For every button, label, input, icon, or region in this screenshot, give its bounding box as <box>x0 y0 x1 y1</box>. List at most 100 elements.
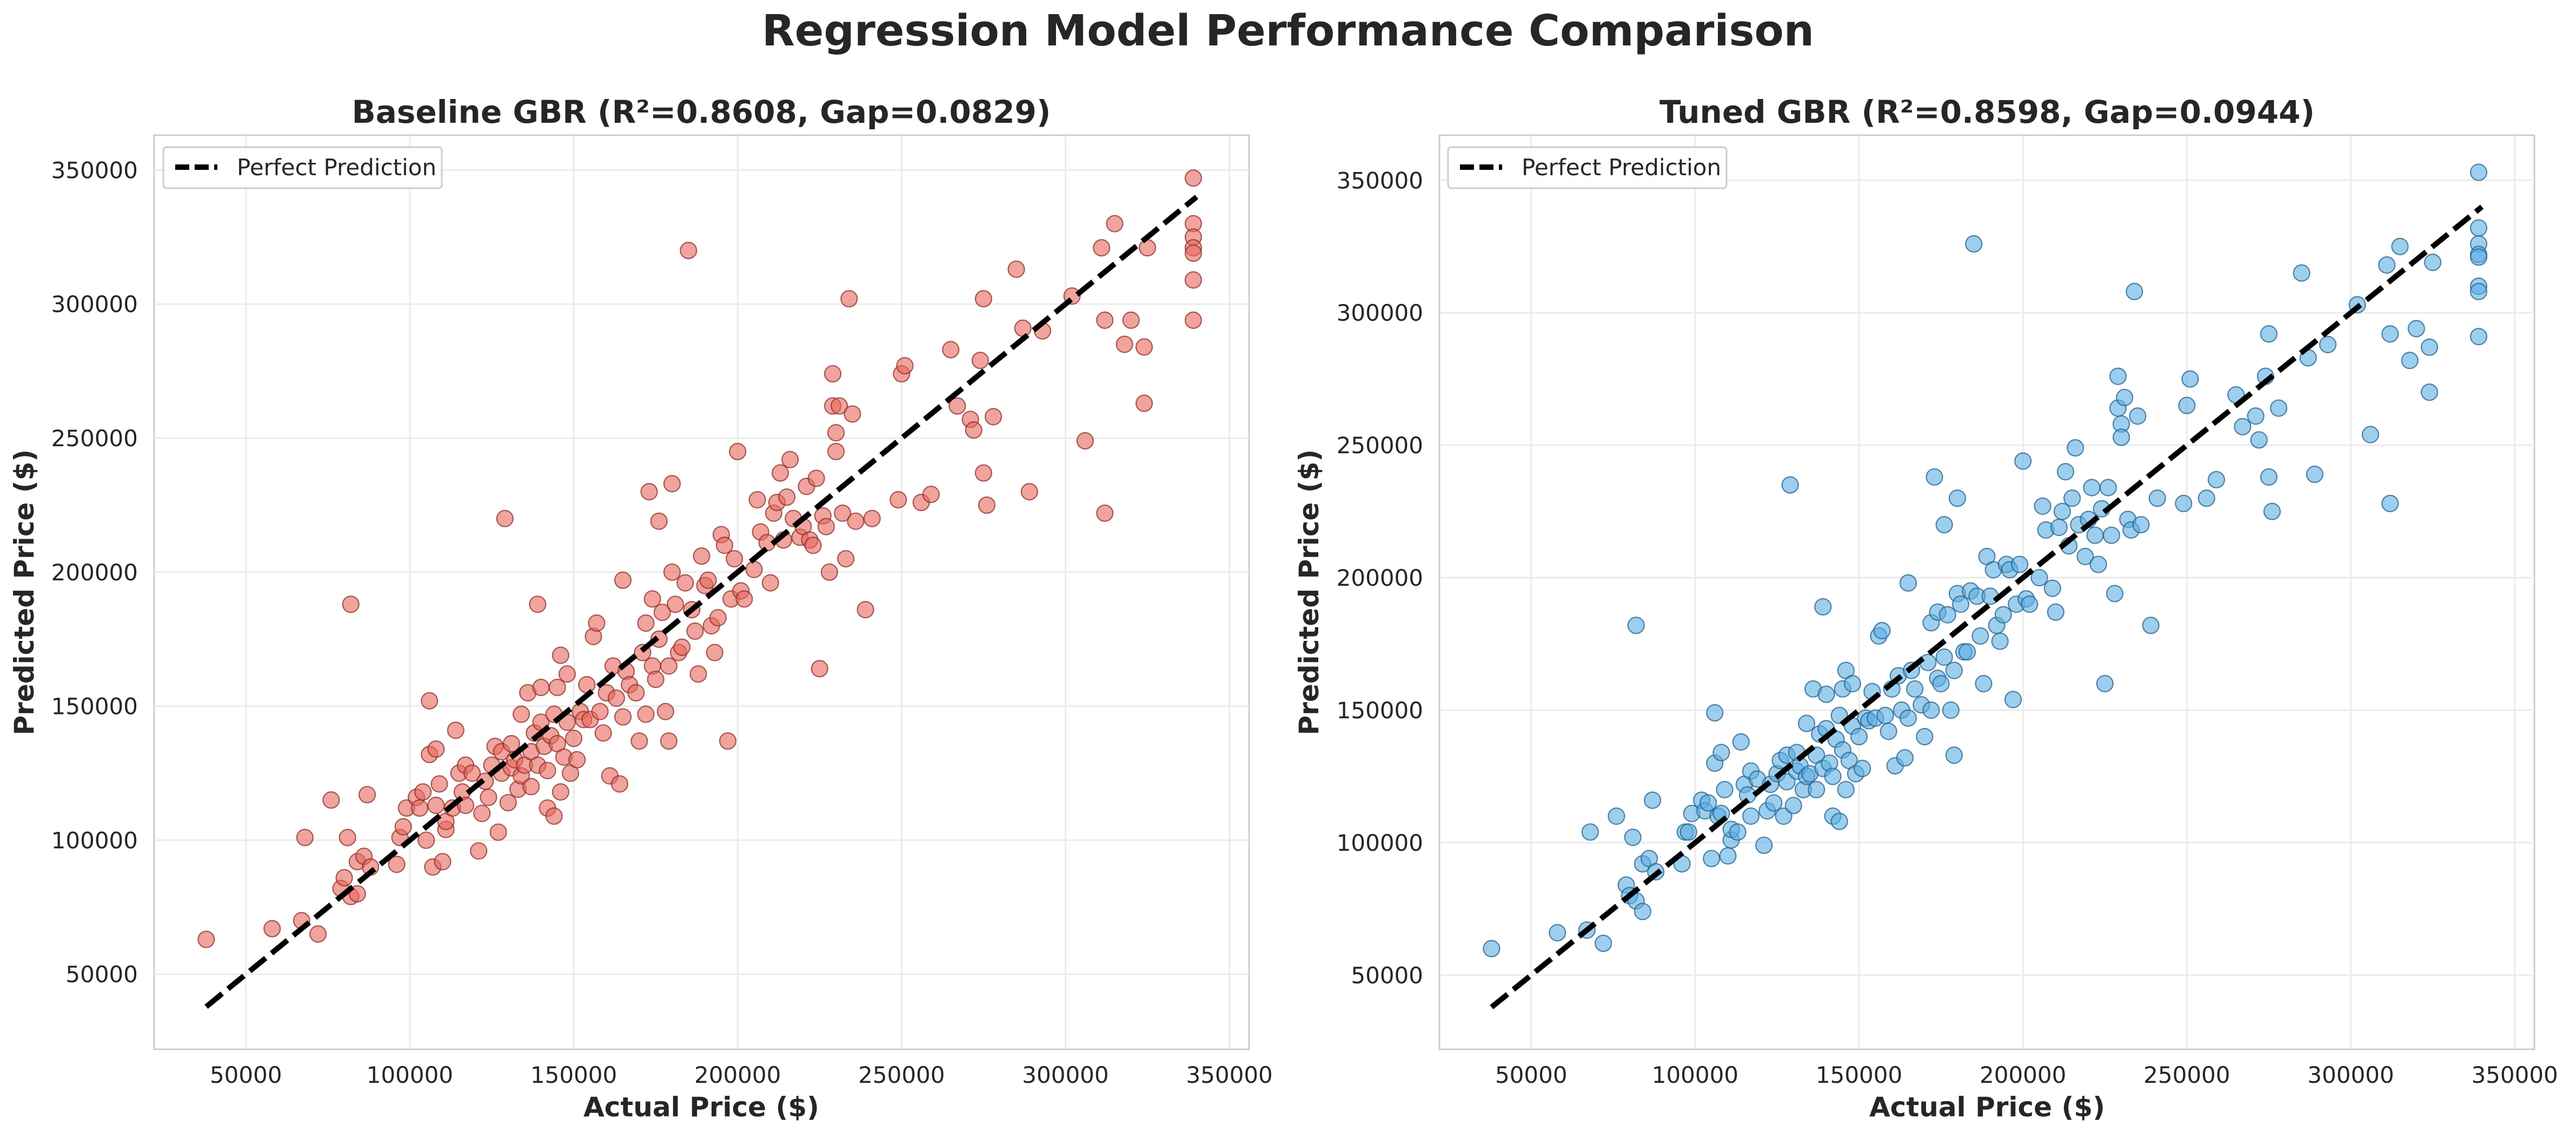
data-point <box>430 775 448 793</box>
data-point <box>1020 483 1038 501</box>
data-point <box>2391 237 2409 255</box>
panel-title: Baseline GBR (R²=0.8608, Gap=0.0829) <box>352 94 1051 130</box>
data-point <box>719 732 737 750</box>
data-point <box>693 547 711 565</box>
y-tick-label: 300000 <box>51 291 138 317</box>
data-point <box>660 657 678 675</box>
data-point <box>2269 399 2288 417</box>
data-point <box>1116 335 1133 353</box>
data-point <box>706 644 723 661</box>
data-point <box>421 692 439 710</box>
data-point <box>2083 479 2101 497</box>
data-point <box>1765 794 1783 812</box>
data-point <box>1922 701 1940 719</box>
x-axis-label: Actual Price ($) <box>583 1091 819 1123</box>
data-point <box>735 590 753 608</box>
data-point <box>1643 791 1662 809</box>
data-point <box>2469 248 2488 266</box>
data-point <box>410 799 429 817</box>
y-tick-label: 200000 <box>51 559 138 586</box>
data-point <box>778 488 796 506</box>
data-point <box>1184 271 1203 289</box>
data-point <box>1935 648 1953 666</box>
data-point <box>2381 494 2399 512</box>
data-point <box>820 563 839 581</box>
data-point <box>2034 497 2051 515</box>
data-point <box>568 751 586 769</box>
y-tick-label: 100000 <box>1337 830 1423 856</box>
data-point <box>1814 598 1832 616</box>
legend-box <box>162 146 443 189</box>
data-point <box>1627 617 1645 634</box>
grid-lines <box>1439 135 2534 1049</box>
data-point <box>971 352 989 369</box>
data-point <box>729 442 747 460</box>
data-point <box>1808 780 1825 799</box>
data-point <box>1958 643 1976 661</box>
data-point <box>840 290 858 308</box>
data-point <box>1778 773 1796 791</box>
data-point <box>1850 727 1868 746</box>
data-point <box>2469 328 2488 346</box>
legend-label: Perfect Prediction <box>237 154 436 181</box>
data-point <box>2361 426 2379 444</box>
y-tick-label: 50000 <box>65 961 138 988</box>
data-point <box>1716 780 1734 799</box>
data-point <box>342 596 360 613</box>
data-point <box>1184 244 1203 262</box>
legend: Perfect Prediction <box>162 146 443 189</box>
data-point <box>1184 169 1203 187</box>
data-point <box>844 405 861 423</box>
x-tick-label: 100000 <box>367 1062 453 1088</box>
x-tick-label: 200000 <box>694 1062 781 1088</box>
data-point <box>2099 479 2117 497</box>
data-point <box>614 571 632 589</box>
data-point <box>2401 352 2419 369</box>
data-point <box>1624 829 1642 846</box>
data-point <box>2050 518 2068 537</box>
data-point <box>2030 568 2048 587</box>
data-point <box>1595 934 1612 952</box>
data-point <box>1854 759 1871 777</box>
data-point <box>1830 812 1848 830</box>
data-point <box>1935 515 1953 534</box>
y-tick-labels: 50000 100000 150000 200000 250000 300000 35000… <box>1337 167 1423 989</box>
data-point <box>807 469 825 487</box>
y-tick-label: 250000 <box>51 425 138 452</box>
data-point <box>2378 256 2396 274</box>
data-point <box>660 732 678 750</box>
data-point <box>748 491 766 509</box>
data-point <box>922 486 940 504</box>
data-point <box>680 242 698 260</box>
data-point <box>594 724 612 742</box>
data-point <box>2142 617 2160 634</box>
scatter-points <box>1483 163 2488 957</box>
data-point <box>2319 335 2337 354</box>
data-point <box>1880 723 1897 740</box>
data-point <box>2469 163 2488 181</box>
y-tick-label: 350000 <box>1337 167 1423 194</box>
data-point <box>2197 489 2215 507</box>
data-point <box>984 408 1002 426</box>
data-point <box>2126 282 2143 301</box>
data-point <box>974 464 993 482</box>
data-point <box>2053 502 2072 520</box>
data-point <box>2021 595 2039 613</box>
data-point <box>1608 807 1625 825</box>
data-point <box>637 705 655 723</box>
x-tick-label: 50000 <box>1495 1062 1568 1088</box>
data-point <box>715 537 734 554</box>
x-tick-label: 150000 <box>1816 1062 1902 1088</box>
data-point <box>1703 850 1721 868</box>
data-point <box>489 823 507 841</box>
data-point <box>548 678 566 697</box>
x-tick-labels: 50000 100000 150000 200000 250000 300000 35000… <box>210 1062 1273 1088</box>
data-point <box>1948 489 1967 507</box>
data-point <box>2247 407 2265 425</box>
data-point <box>414 783 432 801</box>
data-point <box>447 722 464 739</box>
data-point <box>1634 903 1651 921</box>
y-tick-label: 150000 <box>51 693 138 720</box>
data-point <box>591 703 609 720</box>
